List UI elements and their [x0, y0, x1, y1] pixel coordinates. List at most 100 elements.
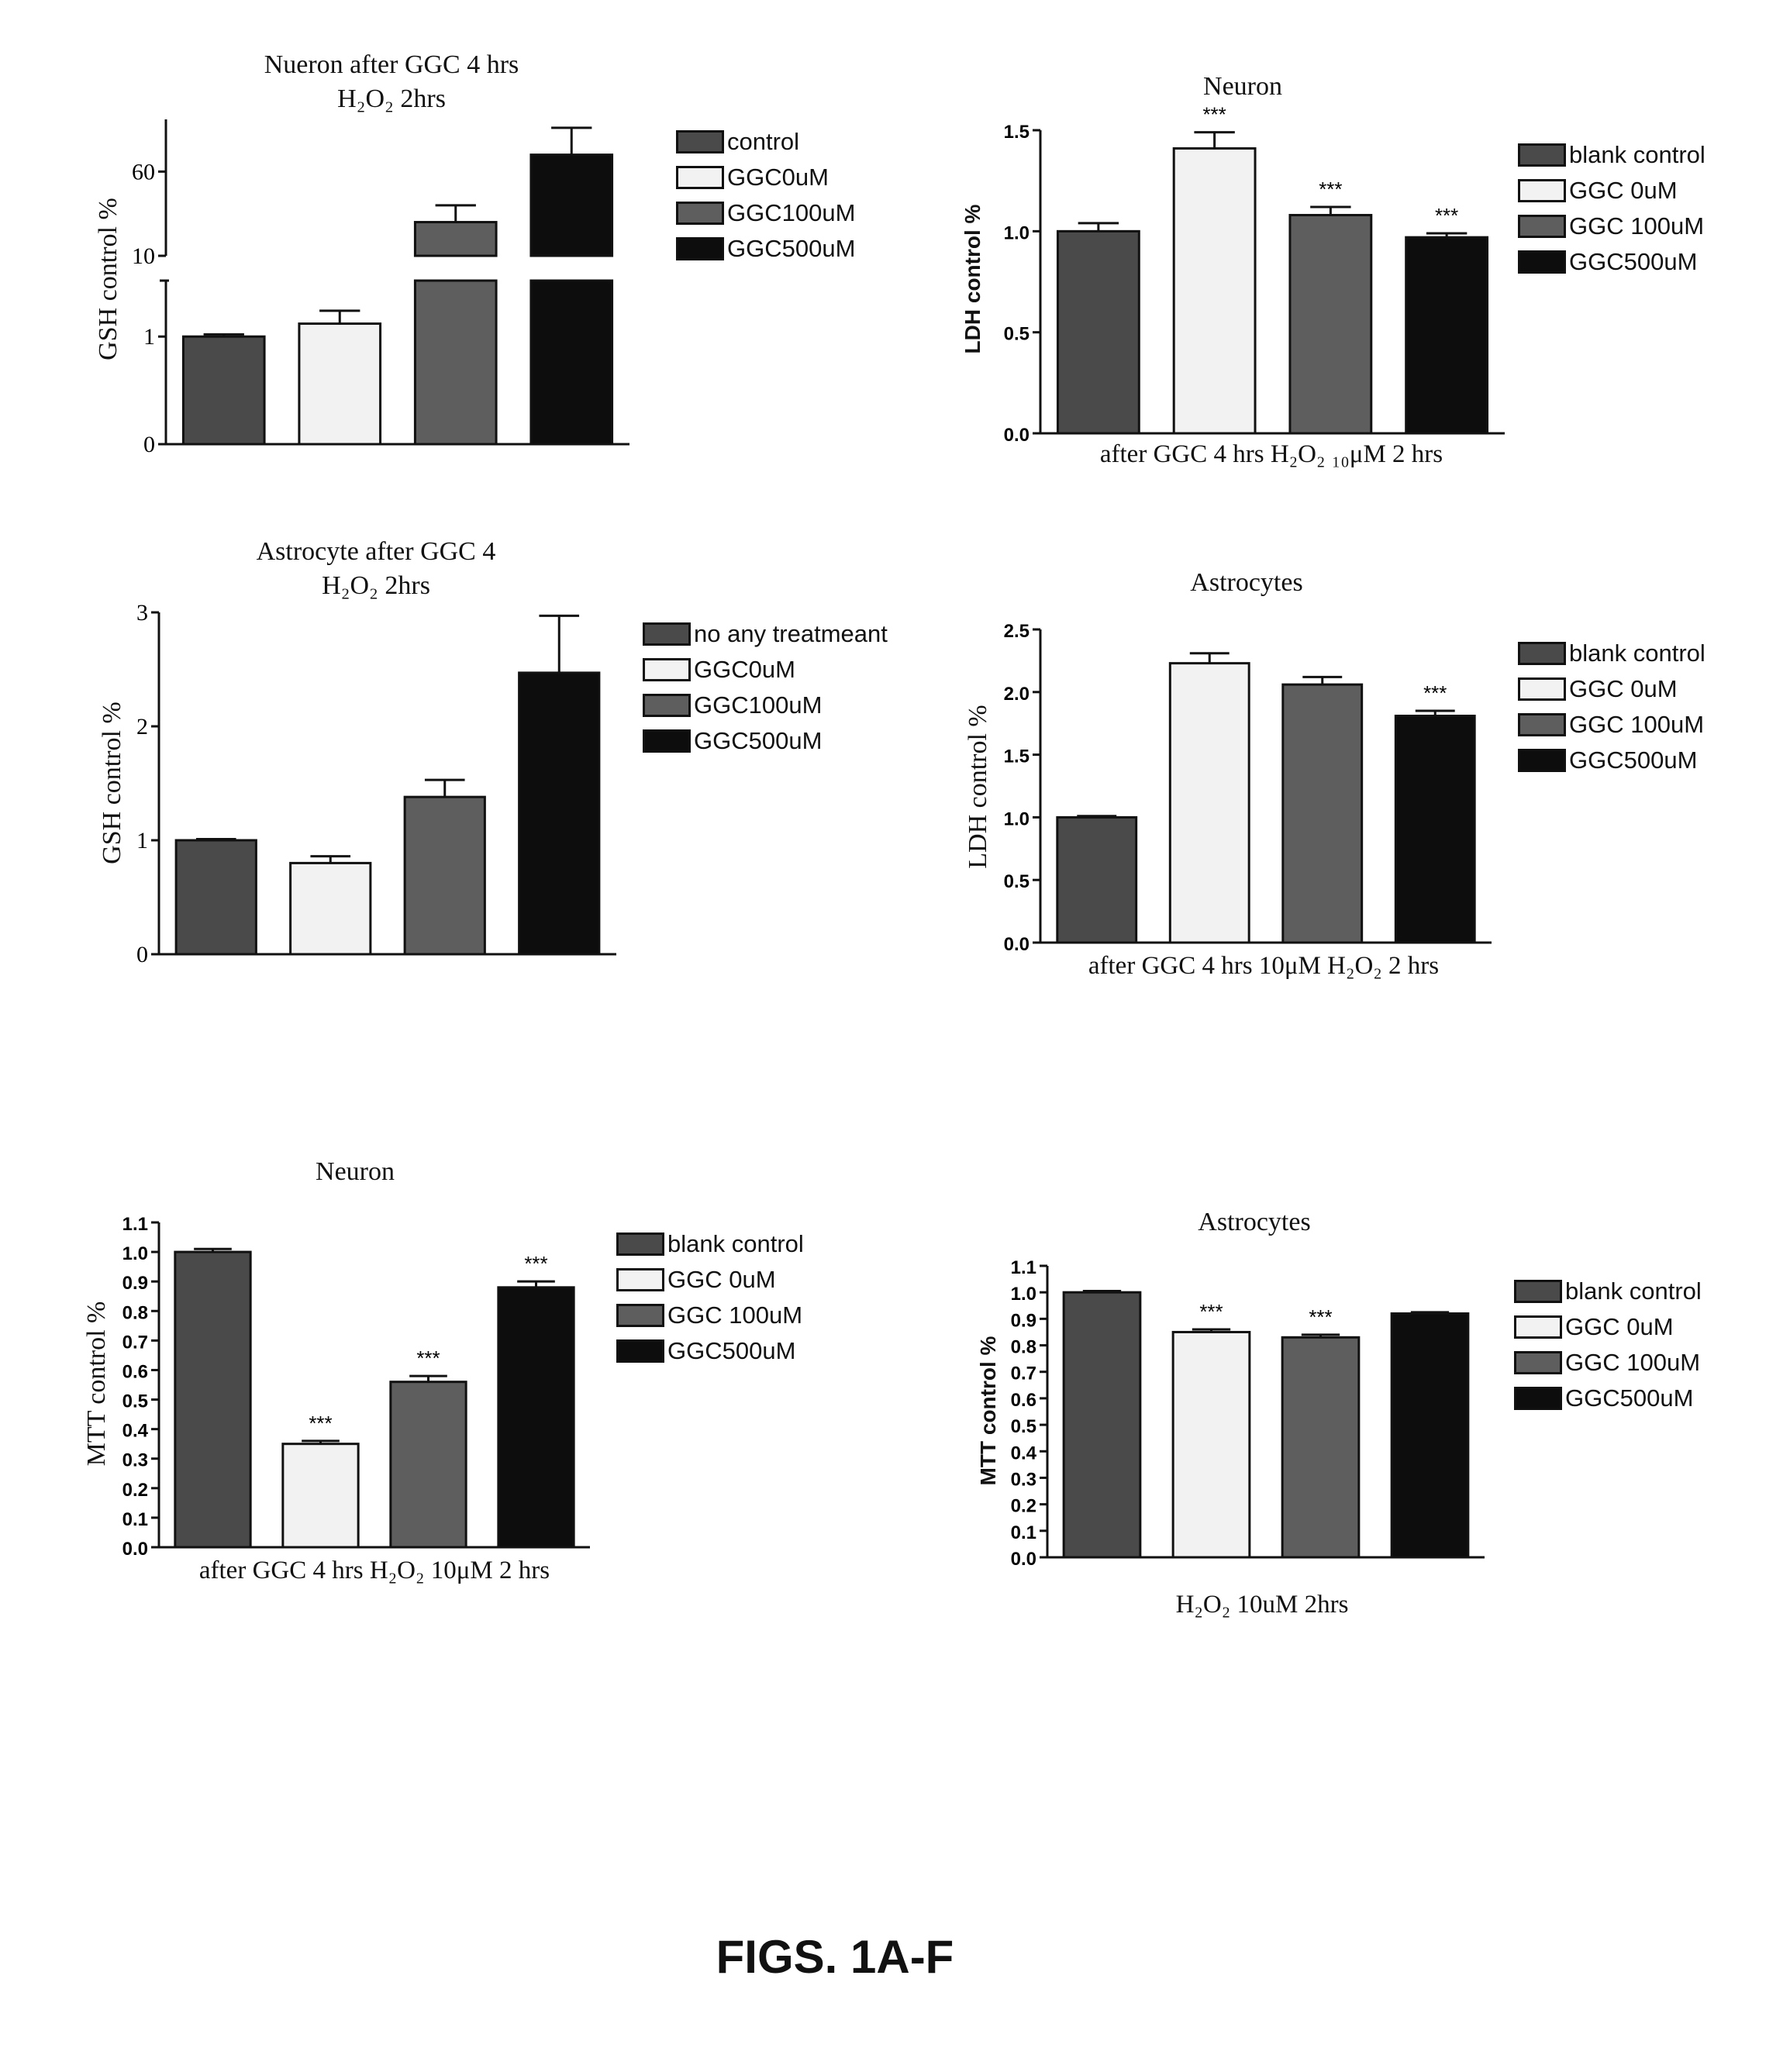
y-tick-label: 0.0 — [1004, 934, 1030, 955]
y-axis-label: MTT control % — [82, 1301, 112, 1467]
significance-marker: *** — [1319, 178, 1342, 201]
y-tick-label: 2.5 — [1004, 621, 1030, 642]
legend: controlGGC0uMGGC100uMGGC500uM — [676, 124, 855, 267]
bar — [1170, 664, 1249, 943]
legend-item: GGC 0uM — [1514, 1309, 1702, 1345]
legend-label: blank control — [1565, 1277, 1702, 1305]
bar — [391, 1382, 466, 1547]
legend-label: GGC 0uM — [1569, 675, 1678, 703]
y-tick-label: 0.7 — [1011, 1364, 1036, 1384]
legend-item: GGC 0uM — [1518, 671, 1706, 707]
y-tick-label: 10 — [132, 243, 155, 269]
legend-item: no any treatmeant — [643, 616, 888, 652]
legend-swatch — [643, 658, 691, 681]
chart-title: Astrocytes — [1198, 1205, 1310, 1239]
chart-subtitle: H₂O₂ 2hrs — [322, 569, 430, 603]
legend-label: GGC500uM — [694, 727, 822, 755]
bar — [1057, 817, 1136, 943]
legend-swatch — [676, 237, 724, 260]
bar — [1174, 148, 1255, 433]
legend-swatch — [1514, 1280, 1562, 1303]
legend-label: blank control — [1569, 640, 1706, 667]
y-tick-label: 0 — [136, 942, 148, 967]
y-tick-label: 1.0 — [1011, 1284, 1036, 1305]
legend-item: control — [676, 124, 855, 160]
y-tick-label: 0.5 — [122, 1391, 148, 1412]
y-tick-label: 1.5 — [1004, 122, 1030, 143]
legend: blank control GGC 0uMGGC 100uM GGC500uM — [1514, 1274, 1702, 1416]
legend-label: GGC0uM — [694, 656, 795, 684]
x-axis-label: H₂O₂ 10uM 2hrs — [1176, 1591, 1349, 1619]
legend-item: GGC100uM — [676, 195, 855, 231]
bar — [415, 222, 496, 256]
legend: blank control GGC 0uM GGC 100uMGGC500uM — [1518, 137, 1706, 280]
legend-label: blank control — [667, 1230, 804, 1258]
y-tick-label: 1 — [136, 828, 148, 853]
chart-title: Neuron — [316, 1155, 395, 1189]
legend-swatch — [1518, 642, 1566, 665]
legend-swatch — [676, 130, 724, 153]
bar — [299, 324, 381, 444]
y-tick-label: 3 — [136, 600, 148, 626]
bar-lower-segment — [415, 281, 496, 444]
legend-swatch — [643, 694, 691, 717]
legend-item: blank control — [616, 1226, 804, 1262]
y-tick-label: 0.0 — [1011, 1549, 1036, 1570]
y-tick-label: 0.1 — [122, 1509, 148, 1530]
bar — [175, 1252, 250, 1547]
legend-label: GGC500uM — [1565, 1384, 1693, 1412]
y-tick-label: 1.1 — [122, 1214, 148, 1235]
legend-item: GGC 100uM — [1514, 1345, 1702, 1381]
bar — [1392, 1314, 1468, 1557]
bar-lower-segment — [531, 281, 612, 444]
significance-marker: *** — [309, 1412, 332, 1435]
legend: blank control GGC 0uM GGC 100uM GGC500uM — [1518, 636, 1706, 778]
legend-item: GGC500uM — [643, 723, 888, 759]
y-tick-label: 0.1 — [1011, 1522, 1036, 1543]
legend-swatch — [616, 1304, 664, 1327]
legend-item: GGC500uM — [1518, 244, 1706, 280]
legend-item: blank control — [1518, 137, 1706, 173]
bar — [176, 840, 256, 954]
legend-swatch — [616, 1268, 664, 1291]
legend-item: GGC0uM — [643, 652, 888, 688]
bar — [183, 336, 264, 444]
chart-subtitle: H₂O₂ 2hrs — [337, 82, 446, 116]
y-axis-label: LDH control % — [964, 705, 993, 869]
legend-item: GGC500uM — [1518, 743, 1706, 778]
legend: no any treatmeant GGC0uM GGC100uM GGC500uM — [643, 616, 888, 759]
legend-swatch — [676, 202, 724, 225]
legend-label: GGC 100uM — [1569, 711, 1704, 739]
y-tick-label: 0.5 — [1011, 1416, 1036, 1437]
bar — [291, 863, 371, 954]
y-tick-label: 0.0 — [1004, 425, 1030, 446]
bar — [531, 155, 612, 256]
y-tick-label: 0.5 — [1004, 871, 1030, 892]
y-tick-label: 0.3 — [1011, 1469, 1036, 1490]
chart-title: Neuron — [1203, 70, 1282, 104]
legend-item: GGC 0uM — [1518, 173, 1706, 209]
significance-marker: *** — [1435, 204, 1458, 227]
significance-marker: *** — [1202, 103, 1226, 126]
significance-marker: *** — [1199, 1300, 1223, 1323]
chart-title: Astrocyte after GGC 4 — [257, 535, 496, 569]
legend-label: GGC100uM — [694, 691, 822, 719]
bar — [1406, 237, 1488, 433]
y-axis-label: LDH control % — [961, 205, 985, 354]
significance-marker: *** — [524, 1252, 547, 1275]
legend-item: GGC 0uM — [616, 1262, 804, 1298]
bar — [1395, 716, 1474, 943]
bar — [1057, 231, 1139, 433]
legend-item: GGC 100uM — [616, 1298, 804, 1333]
legend-swatch — [1514, 1351, 1562, 1374]
y-tick-label: 2 — [136, 714, 148, 740]
bar — [1173, 1332, 1250, 1557]
charts-canvas: 0110600.00.51.01.5*********01230.00.51.0… — [0, 0, 1790, 2072]
x-axis-label: after GGC 4 hrs H₂O₂ 10μM 2 hrs — [199, 1557, 550, 1585]
legend-label: GGC 0uM — [1569, 177, 1678, 205]
legend-item: GGC 100uM — [1518, 209, 1706, 244]
y-tick-label: 0.2 — [1011, 1496, 1036, 1517]
legend-swatch — [1518, 143, 1566, 167]
legend-swatch — [1518, 749, 1566, 772]
legend-label: control — [727, 128, 799, 156]
